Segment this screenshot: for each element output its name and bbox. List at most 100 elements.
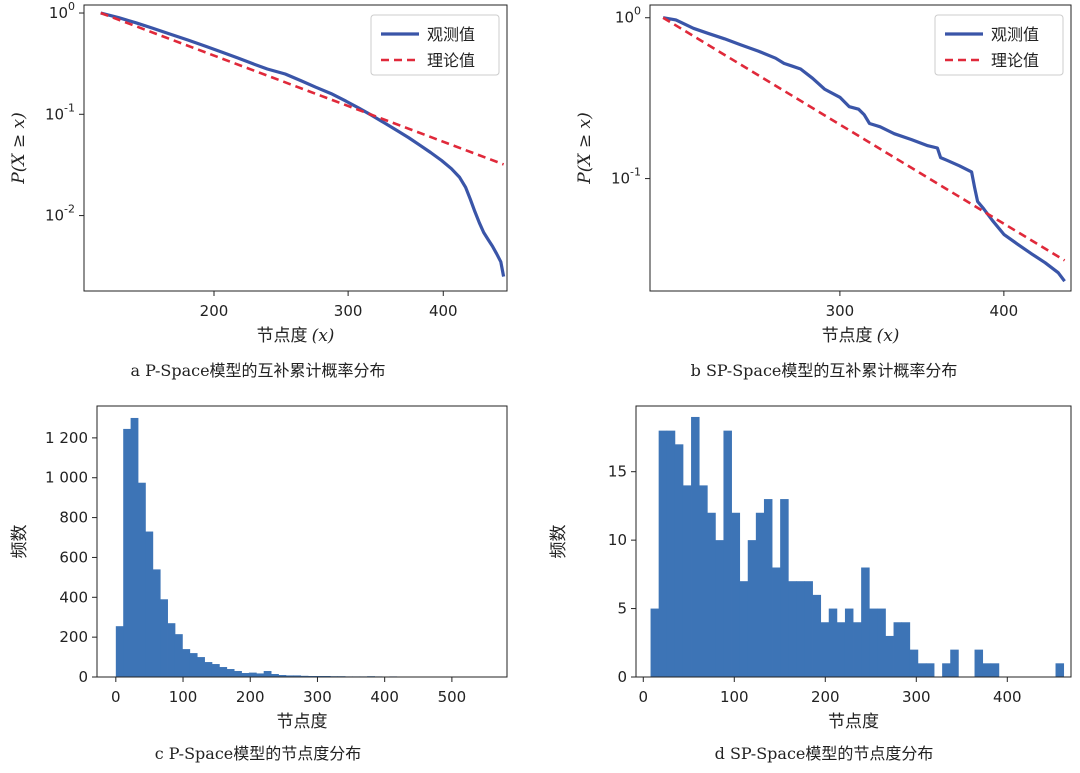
y-tick-label: 200 <box>59 628 88 646</box>
bar <box>901 622 911 677</box>
x-tick-label: 200 <box>200 302 229 320</box>
x-tick-label: 200 <box>236 688 265 706</box>
bars <box>115 417 486 677</box>
x-axis-label: 节点度 (x) <box>257 326 335 346</box>
bar <box>300 675 309 677</box>
bar <box>925 663 935 677</box>
bar <box>174 634 183 677</box>
y-tick-label: 1 000 <box>45 469 88 487</box>
bar <box>123 428 132 677</box>
bar <box>241 673 250 677</box>
series-observed-line <box>100 11 506 277</box>
y-tick-label: 10-1 <box>611 166 641 188</box>
panel-caption: d SP-Space模型的节点度分布 <box>715 744 934 763</box>
x-tick-label: 300 <box>303 688 332 706</box>
series-theory-line <box>100 11 505 166</box>
x-tick-label: 400 <box>993 688 1022 706</box>
bar <box>167 623 176 677</box>
bar <box>211 664 220 677</box>
bar <box>893 622 903 677</box>
bar <box>234 671 242 677</box>
y-tick-label: 15 <box>608 463 627 481</box>
x-tick-label: 400 <box>429 302 458 320</box>
x-tick-label: 200 <box>811 688 840 706</box>
x-tick-label: 0 <box>639 688 649 706</box>
y-tick-label: 10 <box>608 531 627 549</box>
bar <box>990 663 1000 677</box>
plot-frame <box>649 4 1072 292</box>
y-axis-label: P(X ≥ x) <box>575 112 595 184</box>
y-tick-label: 5 <box>617 600 627 618</box>
panel-caption: a P-Space模型的互补累计概率分布 <box>130 361 385 380</box>
bar <box>658 430 668 677</box>
bar <box>204 662 213 677</box>
x-axis-label: 节点度 <box>828 712 879 732</box>
y-tick-label: 400 <box>59 588 88 606</box>
bar <box>699 485 708 677</box>
bar <box>666 430 676 677</box>
bar <box>160 599 168 677</box>
bar <box>248 672 257 677</box>
plot-frame <box>96 405 508 678</box>
plot-frame <box>635 405 1072 678</box>
bar <box>739 581 749 677</box>
bar <box>650 608 660 677</box>
chart-a: 200 300 400 100 10-1 10-2 节点度 (x) P(X ≥ x) 观测值理论值… <box>9 0 508 380</box>
x-tick-label: 100 <box>720 688 749 706</box>
bar <box>278 675 287 677</box>
chart-d: 0 100 200 300 400 0 5 10 15 节点度 频数 d SP-Space模型的节点度… <box>549 405 1072 763</box>
bar <box>285 675 294 677</box>
y-tick-label: 600 <box>59 548 88 566</box>
bar <box>772 567 781 677</box>
y-tick-label: 100 <box>615 5 641 27</box>
y-tick-label: 1 200 <box>45 429 88 447</box>
y-tick-label: 800 <box>59 509 88 527</box>
bar <box>812 594 822 677</box>
bar <box>138 482 146 677</box>
bar <box>853 622 862 677</box>
y-axis-label: P(X ≥ x) <box>9 112 29 184</box>
y-tick-label: 0 <box>78 668 88 686</box>
bar <box>942 663 951 677</box>
legend-entry-label: 观测值 <box>427 25 475 44</box>
y-axis-label: 频数 <box>549 525 569 559</box>
x-tick-label: 0 <box>111 688 121 706</box>
bar <box>219 667 228 677</box>
y-tick-label: 10-1 <box>45 101 75 123</box>
x-tick-label: 400 <box>370 688 399 706</box>
bar <box>982 663 992 677</box>
bar <box>763 499 773 677</box>
x-tick-label: 300 <box>902 688 931 706</box>
legend-box <box>934 14 1064 76</box>
bar <box>189 653 198 677</box>
bar <box>256 673 265 677</box>
legend-entry-label: 理论值 <box>991 51 1039 70</box>
bar <box>707 512 716 677</box>
bar <box>271 674 279 677</box>
bar <box>731 512 741 677</box>
bar <box>917 663 927 677</box>
bars <box>650 416 1065 677</box>
x-tick-label: 400 <box>990 302 1019 320</box>
bar <box>197 657 205 677</box>
bar <box>755 512 765 677</box>
bar <box>885 635 894 677</box>
bar <box>715 540 724 677</box>
y-tick-label: 0 <box>617 668 627 686</box>
bar <box>950 649 959 677</box>
bar <box>1055 663 1065 677</box>
bar <box>974 649 984 677</box>
panel-caption: b SP-Space模型的互补累计概率分布 <box>691 361 958 380</box>
x-axis-label: 节点度 (x) <box>822 326 900 346</box>
y-tick-label: 100 <box>49 0 75 22</box>
series-theory-line <box>662 16 1066 262</box>
bar <box>674 444 684 677</box>
bar <box>115 626 124 677</box>
bar <box>780 499 789 677</box>
series-observed-line <box>662 16 1066 283</box>
x-tick-label: 300 <box>826 302 855 320</box>
